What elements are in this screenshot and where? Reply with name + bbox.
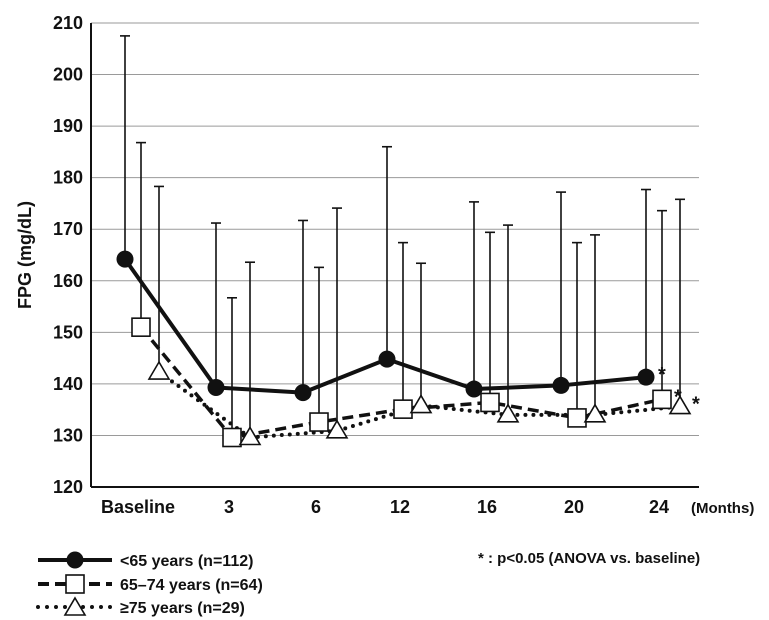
series-line-under-65 bbox=[123, 257, 647, 395]
y-tick-label-150: 150 bbox=[53, 322, 83, 342]
x-tick-label-6: 6 bbox=[311, 497, 321, 517]
y-tick-label-170: 170 bbox=[53, 219, 83, 239]
marker-under-65-2 bbox=[294, 384, 312, 402]
x-tick-label-16: 16 bbox=[477, 497, 497, 517]
x-tick-label-24: 24 bbox=[649, 497, 669, 517]
x-tick-label-12: 12 bbox=[390, 497, 410, 517]
x-tick-label-baseline: Baseline bbox=[101, 497, 175, 517]
legend-marker-square bbox=[65, 574, 85, 594]
marker-65-74-0 bbox=[131, 317, 151, 337]
legend: <65 years (n=112) 65–74 years (n=64) ≥75… bbox=[36, 551, 263, 617]
marker-65-74-1 bbox=[222, 427, 242, 448]
legend-item-75-plus: ≥75 years (n=29) bbox=[36, 596, 245, 617]
y-tick-label-120: 120 bbox=[53, 477, 83, 497]
marker-under-65-4 bbox=[465, 380, 483, 398]
y-tick-label-140: 140 bbox=[53, 374, 83, 394]
legend-label-65-74: 65–74 years (n=64) bbox=[120, 577, 263, 594]
legend-label-under-65: <65 years (n=112) bbox=[120, 553, 253, 570]
significance-star-under-65: * bbox=[658, 364, 666, 386]
significance-star-75-plus: * bbox=[692, 394, 700, 416]
y-tick-labels: 120 130 140 150 160 170 180 190 200 210 bbox=[53, 13, 83, 497]
marker-75-plus-6 bbox=[668, 394, 692, 415]
legend-marker-circle bbox=[66, 551, 84, 569]
legend-item-under-65: <65 years (n=112) bbox=[38, 551, 253, 570]
marker-under-65-5 bbox=[552, 376, 570, 394]
significance-stars: * * * bbox=[658, 364, 700, 415]
error-bars bbox=[120, 35, 685, 438]
y-tick-label-180: 180 bbox=[53, 168, 83, 188]
y-tick-label-160: 160 bbox=[53, 271, 83, 291]
marker-under-65-6 bbox=[637, 368, 655, 386]
x-tick-labels: Baseline 3 6 12 16 20 24 bbox=[101, 497, 669, 517]
y-tick-label-200: 200 bbox=[53, 65, 83, 85]
marker-65-74-3 bbox=[393, 399, 413, 419]
marker-75-plus-4 bbox=[496, 403, 520, 423]
y-tick-label-190: 190 bbox=[53, 116, 83, 136]
marker-65-74-5 bbox=[567, 408, 587, 428]
marker-75-plus-3 bbox=[409, 393, 433, 414]
gridlines bbox=[91, 22, 699, 436]
series-markers bbox=[116, 250, 692, 448]
y-tick-label-130: 130 bbox=[53, 425, 83, 445]
marker-75-plus-0 bbox=[147, 360, 171, 380]
y-axis-label: FPG (mg/dL) bbox=[15, 201, 35, 309]
x-tick-label-20: 20 bbox=[564, 497, 584, 517]
legend-marker-triangle bbox=[63, 596, 87, 616]
marker-75-plus-2 bbox=[325, 419, 349, 439]
legend-item-65-74: 65–74 years (n=64) bbox=[38, 574, 263, 594]
significance-star-65-74: * bbox=[674, 386, 682, 408]
marker-65-74-6 bbox=[652, 389, 672, 410]
significance-note: * : p<0.05 (ANOVA vs. baseline) bbox=[478, 550, 700, 567]
marker-under-65-3 bbox=[378, 350, 396, 368]
marker-75-plus-1 bbox=[238, 425, 262, 446]
legend-label-75-plus: ≥75 years (n=29) bbox=[120, 600, 245, 617]
x-tick-label-3: 3 bbox=[224, 497, 234, 517]
y-tick-label-210: 210 bbox=[53, 13, 83, 33]
marker-under-65-1 bbox=[207, 378, 225, 396]
marker-65-74-4 bbox=[480, 392, 500, 413]
marker-under-65-0 bbox=[116, 250, 134, 268]
axes bbox=[90, 23, 699, 488]
marker-75-plus-5 bbox=[583, 403, 607, 423]
marker-65-74-2 bbox=[309, 412, 329, 432]
x-unit-label: (Months) bbox=[691, 500, 754, 517]
